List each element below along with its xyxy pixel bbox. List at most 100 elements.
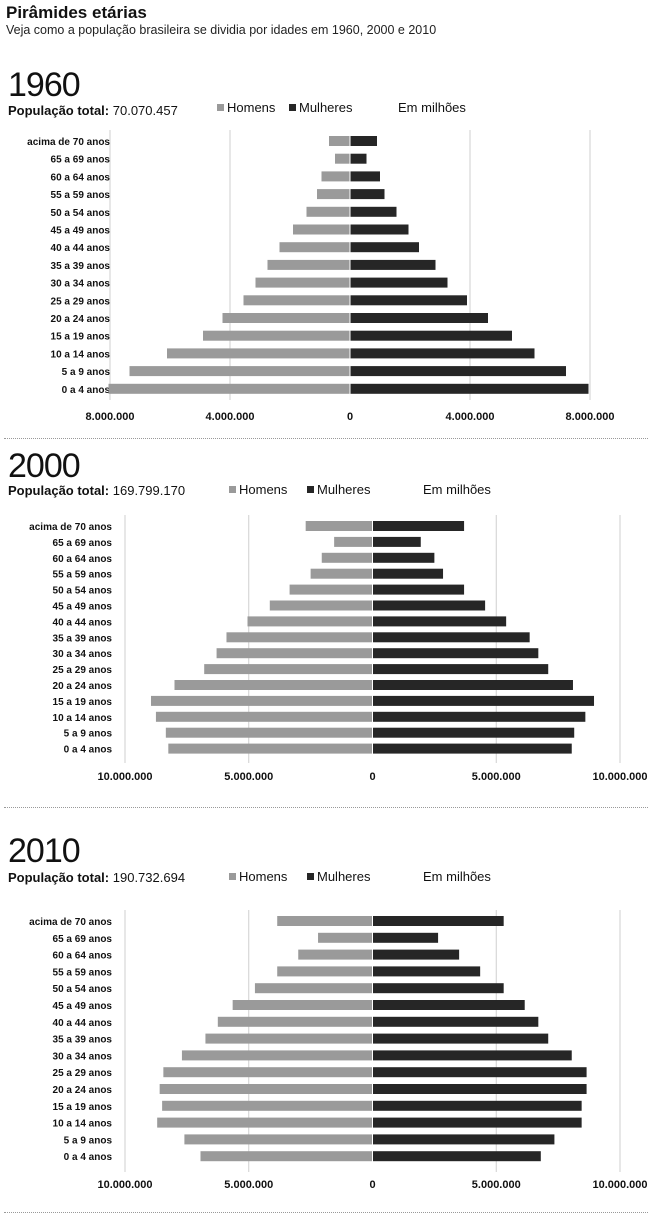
bar-women — [350, 224, 409, 235]
bar-men — [167, 348, 350, 359]
pyramid-chart-2000: acima de 70 anos 65 a 69 anos 60 a 64 anos… — [29, 515, 648, 783]
bar-women — [350, 330, 512, 341]
y-tick-label: 20 a 24 anos — [51, 314, 111, 325]
bar-men — [247, 616, 373, 627]
y-tick-label: 30 a 34 anos — [51, 279, 111, 290]
bar-men — [204, 664, 373, 675]
bar-men — [157, 1117, 373, 1128]
bar-men — [298, 949, 373, 960]
bar-women — [372, 1084, 587, 1094]
x-tick-label: 0 — [369, 1179, 375, 1191]
bar-women — [372, 616, 507, 627]
bar-women — [350, 242, 419, 253]
y-tick-label: 0 a 4 anos — [62, 385, 111, 396]
y-tick-label: 5 a 9 anos — [64, 1135, 113, 1146]
legend-men-label: Homens — [227, 100, 276, 115]
bar-women — [372, 584, 465, 595]
bar-men — [277, 916, 373, 926]
bar-women — [350, 206, 397, 217]
x-tick-label: 8.000.000 — [86, 411, 135, 423]
y-tick-label: 65 a 69 anos — [51, 155, 111, 166]
bar-women — [372, 568, 444, 579]
total-population-value: 169.799.170 — [112, 483, 186, 498]
bar-men — [306, 206, 350, 217]
x-tick-label: 10.000.000 — [97, 1179, 152, 1191]
x-tick-label: 5.000.000 — [472, 771, 521, 783]
bar-women — [372, 1151, 541, 1162]
chart-year-title: 2000 — [8, 447, 81, 485]
y-tick-label: 10 a 14 anos — [53, 1119, 113, 1130]
y-tick-label: 35 a 39 anos — [53, 633, 113, 644]
y-tick-label: 55 a 59 anos — [53, 967, 113, 978]
bar-women — [372, 600, 486, 611]
bar-men — [334, 536, 373, 547]
bar-men — [155, 711, 373, 722]
y-tick-label: 40 a 44 anos — [51, 243, 111, 254]
bar-men — [279, 242, 350, 253]
bar-men — [165, 727, 373, 738]
bar-men — [181, 1050, 373, 1061]
legend-women: Mulheres — [289, 100, 352, 115]
bar-women — [372, 983, 504, 994]
legend-women-swatch — [307, 486, 314, 493]
bar-men — [254, 983, 373, 994]
bar-men — [216, 648, 373, 659]
bar-men — [321, 171, 350, 182]
y-tick-label: 35 a 39 anos — [53, 1035, 113, 1046]
y-tick-label: 25 a 29 anos — [51, 296, 111, 307]
legend-men-swatch — [229, 873, 236, 880]
y-tick-label: 0 a 4 anos — [64, 745, 113, 756]
bar-women — [350, 259, 436, 270]
y-tick-label: 20 a 24 anos — [53, 1085, 113, 1096]
bar-men — [163, 1067, 373, 1078]
y-tick-label: 55 a 59 anos — [51, 190, 111, 201]
x-tick-label: 5.000.000 — [224, 771, 273, 783]
bar-men — [232, 1000, 373, 1010]
section-divider — [4, 1212, 648, 1213]
y-tick-label: acima de 70 anos — [27, 137, 110, 148]
bar-men — [310, 568, 373, 579]
y-tick-label: acima de 70 anos — [29, 522, 112, 533]
bar-men — [168, 743, 373, 754]
total-population-value: 190.732.694 — [112, 870, 186, 885]
bar-men — [269, 600, 373, 611]
bar-women — [350, 348, 535, 359]
bar-men — [243, 295, 350, 306]
bar-women — [372, 949, 460, 960]
bar-men — [318, 932, 373, 943]
bar-women — [372, 521, 465, 531]
y-tick-label: 50 a 54 anos — [51, 208, 111, 219]
page-title: Pirâmides etárias — [6, 3, 147, 22]
bar-men — [222, 313, 350, 323]
bar-women — [350, 171, 380, 182]
x-tick-label: 10.000.000 — [592, 771, 647, 783]
chart-year-title: 2010 — [8, 832, 81, 870]
y-tick-label: 60 a 64 anos — [53, 951, 113, 962]
bar-women — [372, 743, 572, 754]
bar-women — [372, 632, 530, 643]
bar-women — [372, 727, 575, 738]
bar-women — [372, 916, 504, 926]
y-tick-label: 60 a 64 anos — [53, 554, 113, 565]
bar-men — [150, 695, 373, 706]
legend-men: Homens — [229, 869, 287, 884]
bar-women — [372, 1067, 587, 1078]
bar-women — [372, 966, 481, 977]
y-tick-label: 10 a 14 anos — [51, 349, 111, 360]
bar-men — [226, 632, 373, 643]
x-tick-label: 10.000.000 — [592, 1179, 647, 1191]
y-tick-label: 35 a 39 anos — [51, 261, 111, 272]
bar-women — [372, 711, 586, 722]
y-tick-label: 30 a 34 anos — [53, 649, 113, 660]
total-population: População total: 169.799.170 — [8, 483, 185, 498]
bar-women — [372, 695, 595, 706]
bar-women — [372, 648, 539, 659]
legend-women-swatch — [307, 873, 314, 880]
bar-women — [350, 153, 367, 164]
y-tick-label: 15 a 19 anos — [51, 332, 111, 343]
section-divider — [4, 807, 648, 808]
bar-women — [372, 932, 439, 943]
legend-men-label: Homens — [239, 869, 288, 884]
bar-women — [350, 136, 377, 146]
x-tick-label: 5.000.000 — [472, 1179, 521, 1191]
